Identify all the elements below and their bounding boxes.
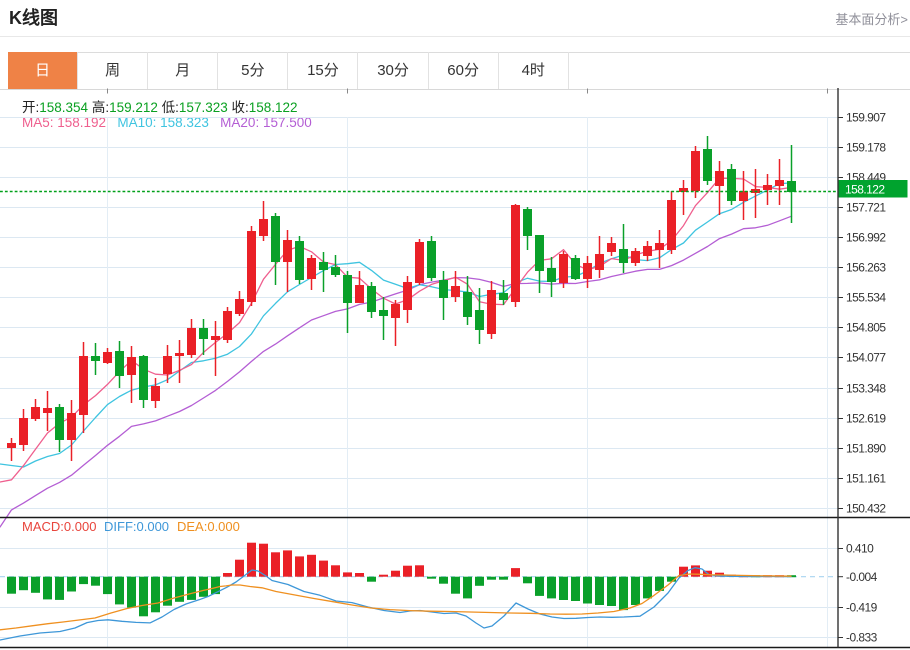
- svg-text:159.907: 159.907: [846, 111, 886, 125]
- svg-text:151.161: 151.161: [846, 472, 886, 486]
- svg-text:150.432: 150.432: [846, 502, 886, 516]
- svg-text:-0.833: -0.833: [846, 631, 878, 645]
- svg-text:154.805: 154.805: [846, 321, 886, 335]
- svg-text:156.992: 156.992: [846, 231, 886, 245]
- svg-text:DEA:0.000: DEA:0.000: [177, 519, 240, 534]
- svg-text:155.534: 155.534: [846, 291, 886, 305]
- svg-text:MACD:0.000: MACD:0.000: [22, 519, 96, 534]
- svg-text:159.178: 159.178: [846, 141, 886, 155]
- svg-text:156.263: 156.263: [846, 261, 886, 275]
- svg-text:152.619: 152.619: [846, 412, 886, 426]
- svg-text:-0.004: -0.004: [846, 570, 878, 584]
- svg-text:151.890: 151.890: [846, 442, 886, 456]
- svg-text:-0.419: -0.419: [846, 601, 878, 615]
- svg-text:154.077: 154.077: [846, 351, 886, 365]
- svg-text:158.122: 158.122: [845, 183, 885, 197]
- svg-text:153.348: 153.348: [846, 382, 886, 396]
- svg-text:DIFF:0.000: DIFF:0.000: [104, 519, 169, 534]
- svg-text:0.410: 0.410: [846, 542, 874, 556]
- svg-text:157.721: 157.721: [846, 201, 886, 215]
